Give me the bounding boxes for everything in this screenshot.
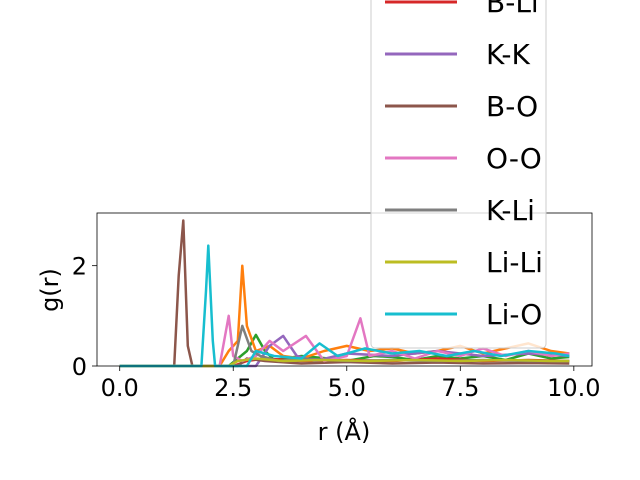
y-tick-label: 0	[72, 353, 87, 381]
y-axis-label: g(r)	[36, 268, 64, 312]
series-line-5	[119, 314, 570, 368]
series-line-7	[119, 357, 570, 368]
x-tick-label: 7.5	[441, 374, 479, 402]
series-line-8	[119, 244, 570, 368]
plot-series	[119, 219, 570, 368]
x-tick-label: 2.5	[214, 374, 252, 402]
x-tick-label: 0.0	[101, 374, 139, 402]
x-tick-label: 10.0	[547, 374, 600, 402]
legend-label: B-O	[486, 90, 538, 123]
x-ticks: 0.0 2.5 5.0 7.5 10.0	[101, 366, 601, 402]
legend-label: O-O	[486, 142, 542, 175]
legend-label: B-Li	[486, 0, 539, 19]
y-ticks: 02	[72, 253, 97, 381]
y-tick-label: 2	[72, 253, 87, 281]
x-tick-label: 5.0	[328, 374, 366, 402]
legend-label: Li-Li	[486, 246, 543, 279]
legend: B-Li K-K B-O O-O K-Li Li-Li Li-O	[370, 0, 547, 349]
legend-label: K-K	[486, 38, 531, 71]
legend-label: Li-O	[486, 298, 542, 331]
axes-frame	[96, 212, 593, 367]
series-line-3	[119, 334, 570, 368]
x-axis-label: r (Å)	[318, 417, 371, 446]
legend-label: K-Li	[486, 194, 535, 227]
